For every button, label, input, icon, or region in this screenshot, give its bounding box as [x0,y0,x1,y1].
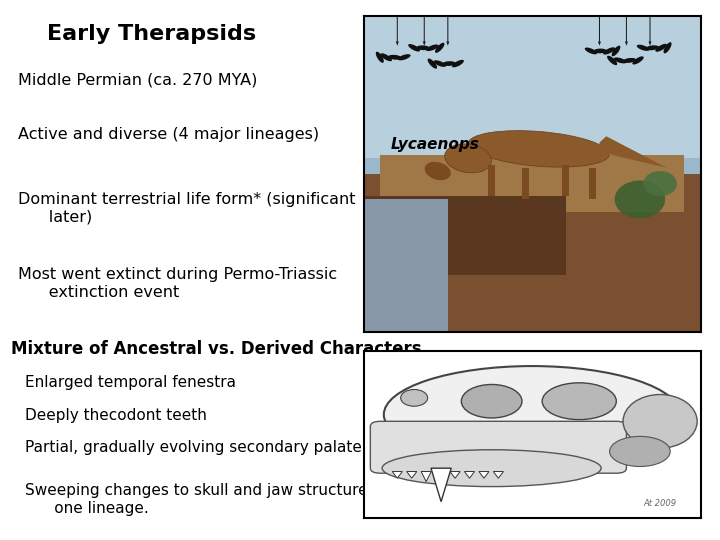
Ellipse shape [615,180,665,218]
Text: Most went extinct during Permo-Triassic
      extinction event: Most went extinct during Permo-Triassic … [18,267,337,300]
Ellipse shape [452,60,464,68]
Text: Dominant terrestrial life form* (significant
      later): Dominant terrestrial life form* (signifi… [18,192,356,224]
Ellipse shape [426,44,438,51]
Polygon shape [436,471,446,478]
FancyBboxPatch shape [380,155,684,212]
Ellipse shape [623,58,636,63]
Polygon shape [421,471,431,482]
Polygon shape [407,471,417,478]
Ellipse shape [655,44,667,52]
Polygon shape [600,136,667,168]
Text: Middle Permian (ca. 270 MYA): Middle Permian (ca. 270 MYA) [18,73,257,88]
Text: Early Therapsids: Early Therapsids [47,24,256,44]
Text: Deeply thecodont teeth: Deeply thecodont teeth [25,408,207,423]
Ellipse shape [585,48,597,55]
Bar [364,16,701,221]
FancyBboxPatch shape [364,196,566,275]
Ellipse shape [425,162,451,180]
Text: At 2009: At 2009 [644,500,677,508]
Text: Mixture of Ancestral vs. Derived Characters: Mixture of Ancestral vs. Derived Charact… [11,340,421,358]
FancyArrow shape [396,16,399,46]
Ellipse shape [646,45,659,50]
Ellipse shape [398,54,410,60]
Polygon shape [493,471,503,478]
Ellipse shape [623,395,697,448]
FancyArrow shape [446,16,449,46]
Ellipse shape [380,53,392,61]
FancyBboxPatch shape [364,199,448,332]
Bar [590,168,596,199]
Ellipse shape [542,383,616,420]
Text: Lycaenops: Lycaenops [390,137,480,152]
FancyBboxPatch shape [370,421,626,473]
Text: Sweeping changes to skull and jaw structure in
      one lineage.: Sweeping changes to skull and jaw struct… [25,483,387,516]
Ellipse shape [416,45,430,50]
Ellipse shape [388,55,402,60]
Ellipse shape [384,366,680,463]
FancyArrow shape [625,16,628,46]
Bar [522,168,528,199]
Ellipse shape [435,43,444,53]
Ellipse shape [636,45,649,51]
Ellipse shape [632,56,644,65]
Ellipse shape [445,144,492,173]
Ellipse shape [603,48,615,55]
Polygon shape [479,471,489,478]
Bar [562,165,569,196]
FancyBboxPatch shape [364,174,701,332]
Ellipse shape [376,52,384,63]
Ellipse shape [408,44,420,51]
Ellipse shape [643,171,677,196]
Ellipse shape [400,389,428,406]
Text: Active and diverse (4 major lineages): Active and diverse (4 major lineages) [18,127,319,142]
Polygon shape [450,471,460,478]
Ellipse shape [610,436,670,467]
Text: Partial, gradually evolving secondary palate: Partial, gradually evolving secondary pa… [25,440,362,455]
Ellipse shape [462,384,522,418]
Ellipse shape [428,58,437,69]
Ellipse shape [468,131,609,167]
Bar [364,16,701,158]
Ellipse shape [612,45,621,56]
Bar [488,165,495,196]
Polygon shape [464,471,474,478]
Polygon shape [392,471,402,478]
FancyArrow shape [649,16,652,46]
Ellipse shape [664,42,672,53]
Ellipse shape [593,49,607,53]
Ellipse shape [442,61,456,66]
Ellipse shape [382,450,601,487]
Ellipse shape [607,56,617,65]
FancyArrow shape [423,16,426,46]
Text: Enlarged temporal fenestra: Enlarged temporal fenestra [25,375,236,390]
Ellipse shape [613,57,626,63]
Polygon shape [431,468,451,502]
FancyArrow shape [598,16,601,46]
Ellipse shape [433,60,446,67]
